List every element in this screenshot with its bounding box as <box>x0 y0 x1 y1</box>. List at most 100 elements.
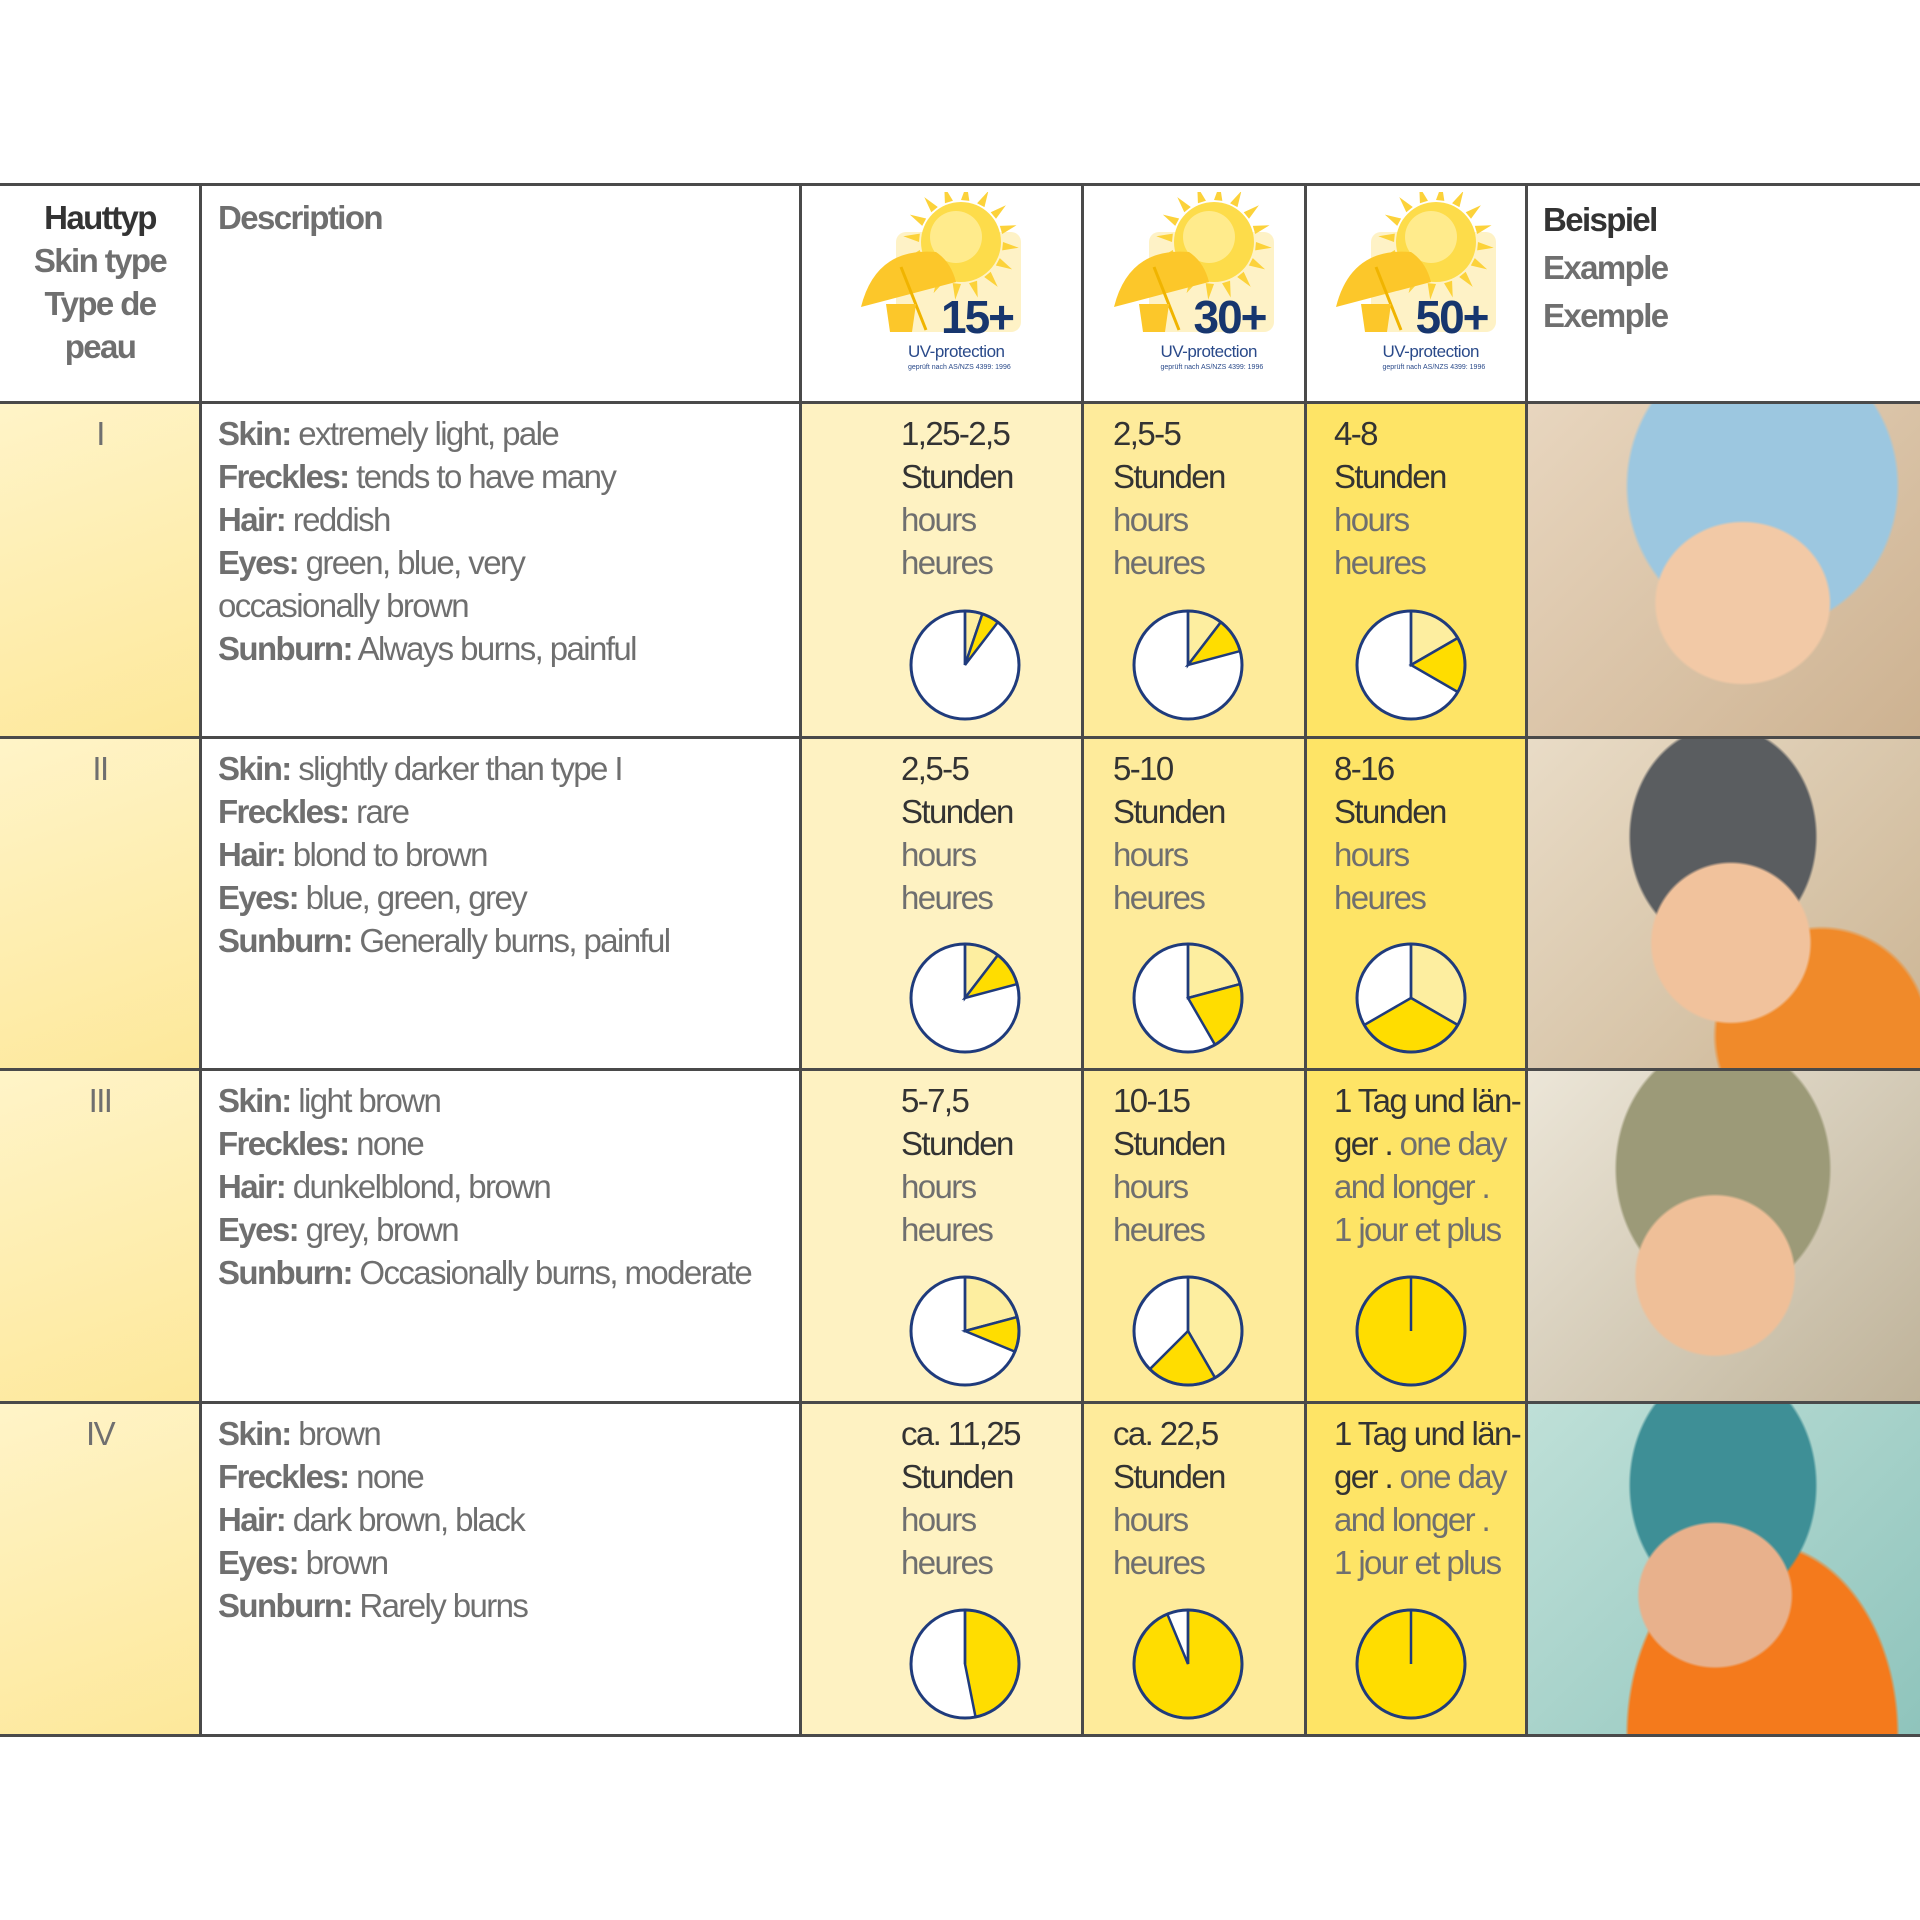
description-key: Skin: <box>218 750 292 787</box>
description-line: Skin: slightly darker than type I <box>218 747 800 790</box>
description-cell: Skin: slightly darker than type I Freckle… <box>200 737 800 1069</box>
description-key: Sunburn: <box>218 1254 353 1291</box>
uv-logo-value: 50+ <box>1415 291 1490 343</box>
description-line: Freckles: tends to have many <box>218 455 800 498</box>
description-key: Sunburn: <box>218 1587 353 1624</box>
protection-line: hours <box>901 1168 977 1205</box>
protection-line: 2,5-5 <box>1113 415 1182 452</box>
header-example: Beispiel Example Exemple <box>1543 196 1669 340</box>
description-line: Sunburn: Always burns, painful <box>218 627 800 670</box>
grid-line-vertical <box>1304 184 1307 1735</box>
description-line: Sunburn: Rarely burns <box>218 1584 800 1627</box>
protection-line-en: one day <box>1392 1125 1508 1162</box>
protection-cell-50plus: 1 Tag und län-ger . one day and longer .1… <box>1305 1402 1526 1735</box>
protection-line: Stunden <box>1113 1458 1226 1495</box>
header-skin-type-de: Hauttyp <box>44 199 157 236</box>
uv-logo-value: 30+ <box>1193 291 1268 343</box>
protection-line: Stunden <box>901 1458 1014 1495</box>
protection-line: heures <box>901 1544 994 1581</box>
description-key: Freckles: <box>218 1458 350 1495</box>
protection-line: ger . one day <box>1334 1455 1520 1498</box>
skin-type-cell: III <box>0 1069 200 1402</box>
description-value: Generally burns, painful <box>351 922 671 959</box>
description-key: Eyes: <box>218 1544 300 1581</box>
protection-line: ca. 11,25 <box>901 1415 1022 1452</box>
uv-logo-label: UV-protection <box>908 342 1005 361</box>
protection-line: hours <box>1334 836 1410 873</box>
protection-cell-15plus: 2,5-5 Stunden hours heures <box>800 737 1082 1069</box>
uv-logo-note: geprüft nach AS/NZS 4399: 1996 <box>1382 364 1486 371</box>
pie-slice-range <box>963 1608 1021 1718</box>
protection-line: heures <box>1113 1211 1206 1248</box>
protection-line: Stunden <box>1334 793 1447 830</box>
header-skin-type-fr2: peau <box>64 328 137 365</box>
grid-line-horizontal <box>0 401 1920 404</box>
description-line: Eyes: green, blue, very <box>218 541 800 584</box>
skin-type-numeral: I <box>96 415 105 452</box>
skin-type-numeral: III <box>88 1082 113 1119</box>
protection-text: 2,5-5 Stunden hours heures <box>901 747 1014 919</box>
description-line: Sunburn: Generally burns, painful <box>218 919 800 962</box>
description-value: slightly darker than type I <box>290 750 623 787</box>
protection-line: Stunden <box>1113 1125 1226 1162</box>
description-cell: Skin: extremely light, pale Freckles: ten… <box>200 402 800 737</box>
hours-pie-chart <box>1132 942 1244 1054</box>
protection-line: 8-16 <box>1334 750 1395 787</box>
protection-line: ger . one day <box>1334 1122 1520 1165</box>
description-key: Skin: <box>218 1082 292 1119</box>
description-line: Freckles: none <box>218 1122 800 1165</box>
header-skin-type-fr: Type de <box>44 285 157 322</box>
table-row: III Skin: light brown Freckles: none Hair: … <box>0 1069 1920 1402</box>
protection-line-de: ger . <box>1334 1458 1394 1495</box>
protection-text: ca. 11,25 Stunden hours heures <box>901 1412 1022 1584</box>
skin-type-cell: I <box>0 402 200 737</box>
protection-line-de: ger . <box>1334 1125 1394 1162</box>
hours-pie-chart <box>1132 609 1244 720</box>
description-value: dark brown, black <box>285 1501 526 1538</box>
description-value: brown <box>298 1544 389 1581</box>
description-line: Skin: brown <box>218 1412 800 1455</box>
table-row: I Skin: extremely light, pale Freckles: te… <box>0 402 1920 737</box>
skin-type-numeral: II <box>92 750 109 787</box>
description-line: Eyes: blue, green, grey <box>218 876 800 919</box>
description-line: Eyes: grey, brown <box>218 1208 800 1251</box>
description-line: Sunburn: Occasionally burns, moderate <box>218 1251 800 1294</box>
example-photo-child-knit-hat <box>1526 1069 1920 1402</box>
grid-line-horizontal <box>0 1734 1920 1737</box>
description-key: Hair: <box>218 1168 287 1205</box>
example-photo-child-light-blue-hat <box>1526 402 1920 737</box>
protection-line: heures <box>901 544 994 581</box>
protection-text: 4-8 Stunden hours heures <box>1334 412 1447 584</box>
example-photo-child-grey-cap <box>1526 737 1920 1069</box>
description-line: Hair: blond to brown <box>218 833 800 876</box>
description-value: blue, green, grey <box>298 879 528 916</box>
description-value: tends to have many <box>348 458 617 495</box>
description-value: blond to brown <box>285 836 489 873</box>
skin-type-cell: II <box>0 737 200 1069</box>
protection-text: 5-7,5 Stunden hours heures <box>901 1079 1014 1251</box>
skin-type-table: Hauttyp Skin type Type de peau Descripti… <box>0 183 1920 1737</box>
grid-line-vertical <box>799 184 802 1735</box>
description-value: Occasionally burns, moderate <box>351 1254 752 1291</box>
header-example-en: Example <box>1543 249 1669 286</box>
description-value: reddish <box>285 501 392 538</box>
protection-text: 2,5-5 Stunden hours heures <box>1113 412 1226 584</box>
protection-line: 2,5-5 <box>901 750 970 787</box>
description-key: Hair: <box>218 836 287 873</box>
grid-line-vertical <box>199 184 202 1735</box>
uv-logo-note: geprüft nach AS/NZS 4399: 1996 <box>1160 364 1264 371</box>
description-line: Freckles: none <box>218 1455 800 1498</box>
description-line: Freckles: rare <box>218 790 800 833</box>
grid-line-horizontal <box>0 1401 1920 1404</box>
description-value: occasionally brown <box>218 587 470 624</box>
description-key: Freckles: <box>218 1125 350 1162</box>
protection-line: and longer . <box>1334 1501 1491 1538</box>
hours-pie-chart <box>909 942 1021 1054</box>
description-value: none <box>348 1125 425 1162</box>
skin-type-cell: IV <box>0 1402 200 1735</box>
protection-line: heures <box>901 879 994 916</box>
protection-cell-30plus: 10-15 Stunden hours heures <box>1082 1069 1305 1402</box>
protection-line: hours <box>1334 501 1410 538</box>
description-key: Hair: <box>218 1501 287 1538</box>
hours-pie-chart <box>909 1608 1021 1719</box>
